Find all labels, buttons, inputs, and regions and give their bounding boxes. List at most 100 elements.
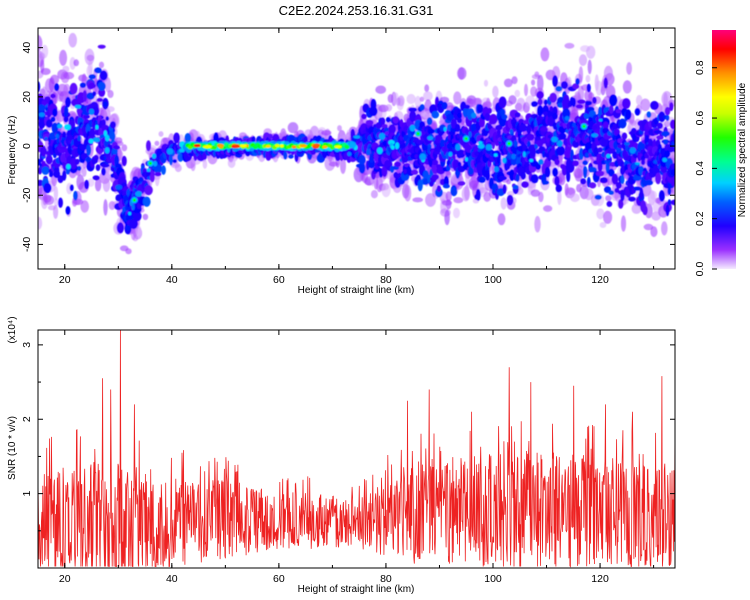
heatmap-cell — [591, 133, 599, 138]
heatmap-cell — [412, 197, 424, 203]
heatmap-cell — [665, 114, 670, 121]
heatmap-cell — [51, 122, 59, 134]
snr-x-tick-label: 60 — [273, 573, 285, 585]
heatmap-cell — [542, 180, 550, 185]
heatmap-cell — [385, 104, 393, 112]
heatmap-cell — [161, 165, 166, 175]
heatmap-cell — [121, 144, 128, 152]
heatmap-cell — [65, 96, 71, 108]
spectrogram-x-label: Height of straight line (km) — [298, 285, 415, 296]
heatmap-cell — [53, 198, 59, 207]
heatmap-cell — [406, 93, 416, 105]
heatmap-cell — [92, 91, 97, 97]
heatmap-cell — [457, 109, 462, 114]
snr-series-line — [38, 330, 675, 568]
spectrogram-heatmap — [38, 32, 675, 255]
heatmap-cell — [63, 71, 75, 80]
heatmap-cell — [65, 206, 71, 215]
snr-y-tick-label: 1 — [21, 491, 33, 497]
heatmap-cell — [522, 151, 526, 158]
spectrogram-y-label: Frequency (Hz) — [7, 116, 18, 185]
heatmap-cell — [485, 170, 490, 181]
heatmap-cell — [61, 170, 67, 181]
heatmap-cell — [457, 67, 467, 80]
heatmap-cell — [409, 124, 416, 132]
heatmap-cell — [506, 190, 515, 197]
heatmap-cell — [64, 124, 71, 131]
heatmap-cell — [671, 177, 675, 187]
heatmap-cell — [483, 79, 489, 87]
heatmap-cell — [82, 90, 88, 102]
heatmap-cell — [95, 124, 99, 130]
heatmap-cell — [148, 161, 152, 165]
heatmap-cell — [453, 91, 462, 105]
heatmap-cell — [102, 178, 111, 193]
heatmap-cell — [575, 104, 584, 109]
heatmap-cell — [561, 98, 571, 110]
heatmap-cell — [611, 173, 619, 185]
heatmap-cell — [658, 111, 666, 123]
heatmap-cell — [88, 83, 97, 89]
heatmap-cell — [135, 191, 143, 197]
heatmap-cell — [84, 179, 90, 190]
heatmap-cell — [40, 68, 51, 75]
heatmap-cell — [464, 129, 470, 135]
heatmap-cell — [288, 154, 294, 159]
heatmap-cell — [77, 165, 82, 171]
heatmap-cell — [669, 102, 674, 112]
heatmap-cell — [88, 74, 97, 80]
snr-x-label: Height of straight line (km) — [298, 584, 415, 595]
heatmap-cell — [365, 119, 374, 126]
heatmap-cell — [426, 117, 433, 126]
snr-x-tick-label: 120 — [591, 573, 609, 585]
heatmap-cell — [592, 97, 597, 104]
heatmap-cell — [570, 193, 580, 203]
heatmap-cell — [50, 116, 56, 123]
heatmap-cell — [154, 172, 162, 177]
colorbar-tick-label: 0.6 — [694, 111, 706, 126]
heatmap-cell — [107, 90, 114, 98]
heatmap-cell — [62, 131, 67, 139]
heatmap-cell — [500, 197, 507, 210]
heatmap-cell — [625, 109, 632, 120]
heatmap-cell — [347, 151, 352, 157]
heatmap-cell — [445, 191, 452, 202]
heatmap-cell — [68, 32, 77, 48]
heatmap-cell — [502, 184, 507, 194]
heatmap-cell — [514, 112, 521, 118]
heatmap-cell — [554, 158, 560, 166]
heatmap-cell — [646, 111, 652, 118]
heatmap-cell — [132, 198, 136, 202]
heatmap-cell — [639, 187, 644, 200]
heatmap-cell — [344, 144, 350, 150]
heatmap-cell — [455, 123, 461, 133]
spectrogram-x-tick-label: 100 — [484, 274, 502, 286]
heatmap-cell — [380, 117, 386, 126]
snr-y-label: SNR (10 * v/v) — [7, 416, 18, 480]
heatmap-cell — [663, 139, 668, 146]
heatmap-cell — [129, 218, 138, 230]
heatmap-cell — [149, 172, 155, 183]
heatmap-cell — [465, 157, 468, 162]
heatmap-cell — [556, 145, 565, 156]
heatmap-cell — [53, 204, 59, 219]
heatmap-cell — [457, 161, 462, 168]
heatmap-cell — [375, 85, 387, 94]
heatmap-cell — [419, 96, 425, 102]
heatmap-cell — [600, 177, 608, 183]
heatmap-cell — [86, 54, 95, 62]
heatmap-cell — [427, 135, 434, 141]
heatmap-cell — [572, 160, 579, 167]
heatmap-cell — [174, 164, 182, 173]
heatmap-cell — [471, 112, 477, 119]
snr-y-multiplier: (x10⁴) — [7, 316, 18, 343]
heatmap-cell — [478, 176, 486, 184]
heatmap-cell — [603, 210, 613, 224]
heatmap-cell — [578, 54, 588, 66]
heatmap-cell — [595, 80, 603, 96]
heatmap-cell — [45, 155, 53, 165]
heatmap-cell — [184, 133, 192, 143]
heatmap-cell — [467, 166, 474, 176]
heatmap-cell — [608, 168, 615, 177]
